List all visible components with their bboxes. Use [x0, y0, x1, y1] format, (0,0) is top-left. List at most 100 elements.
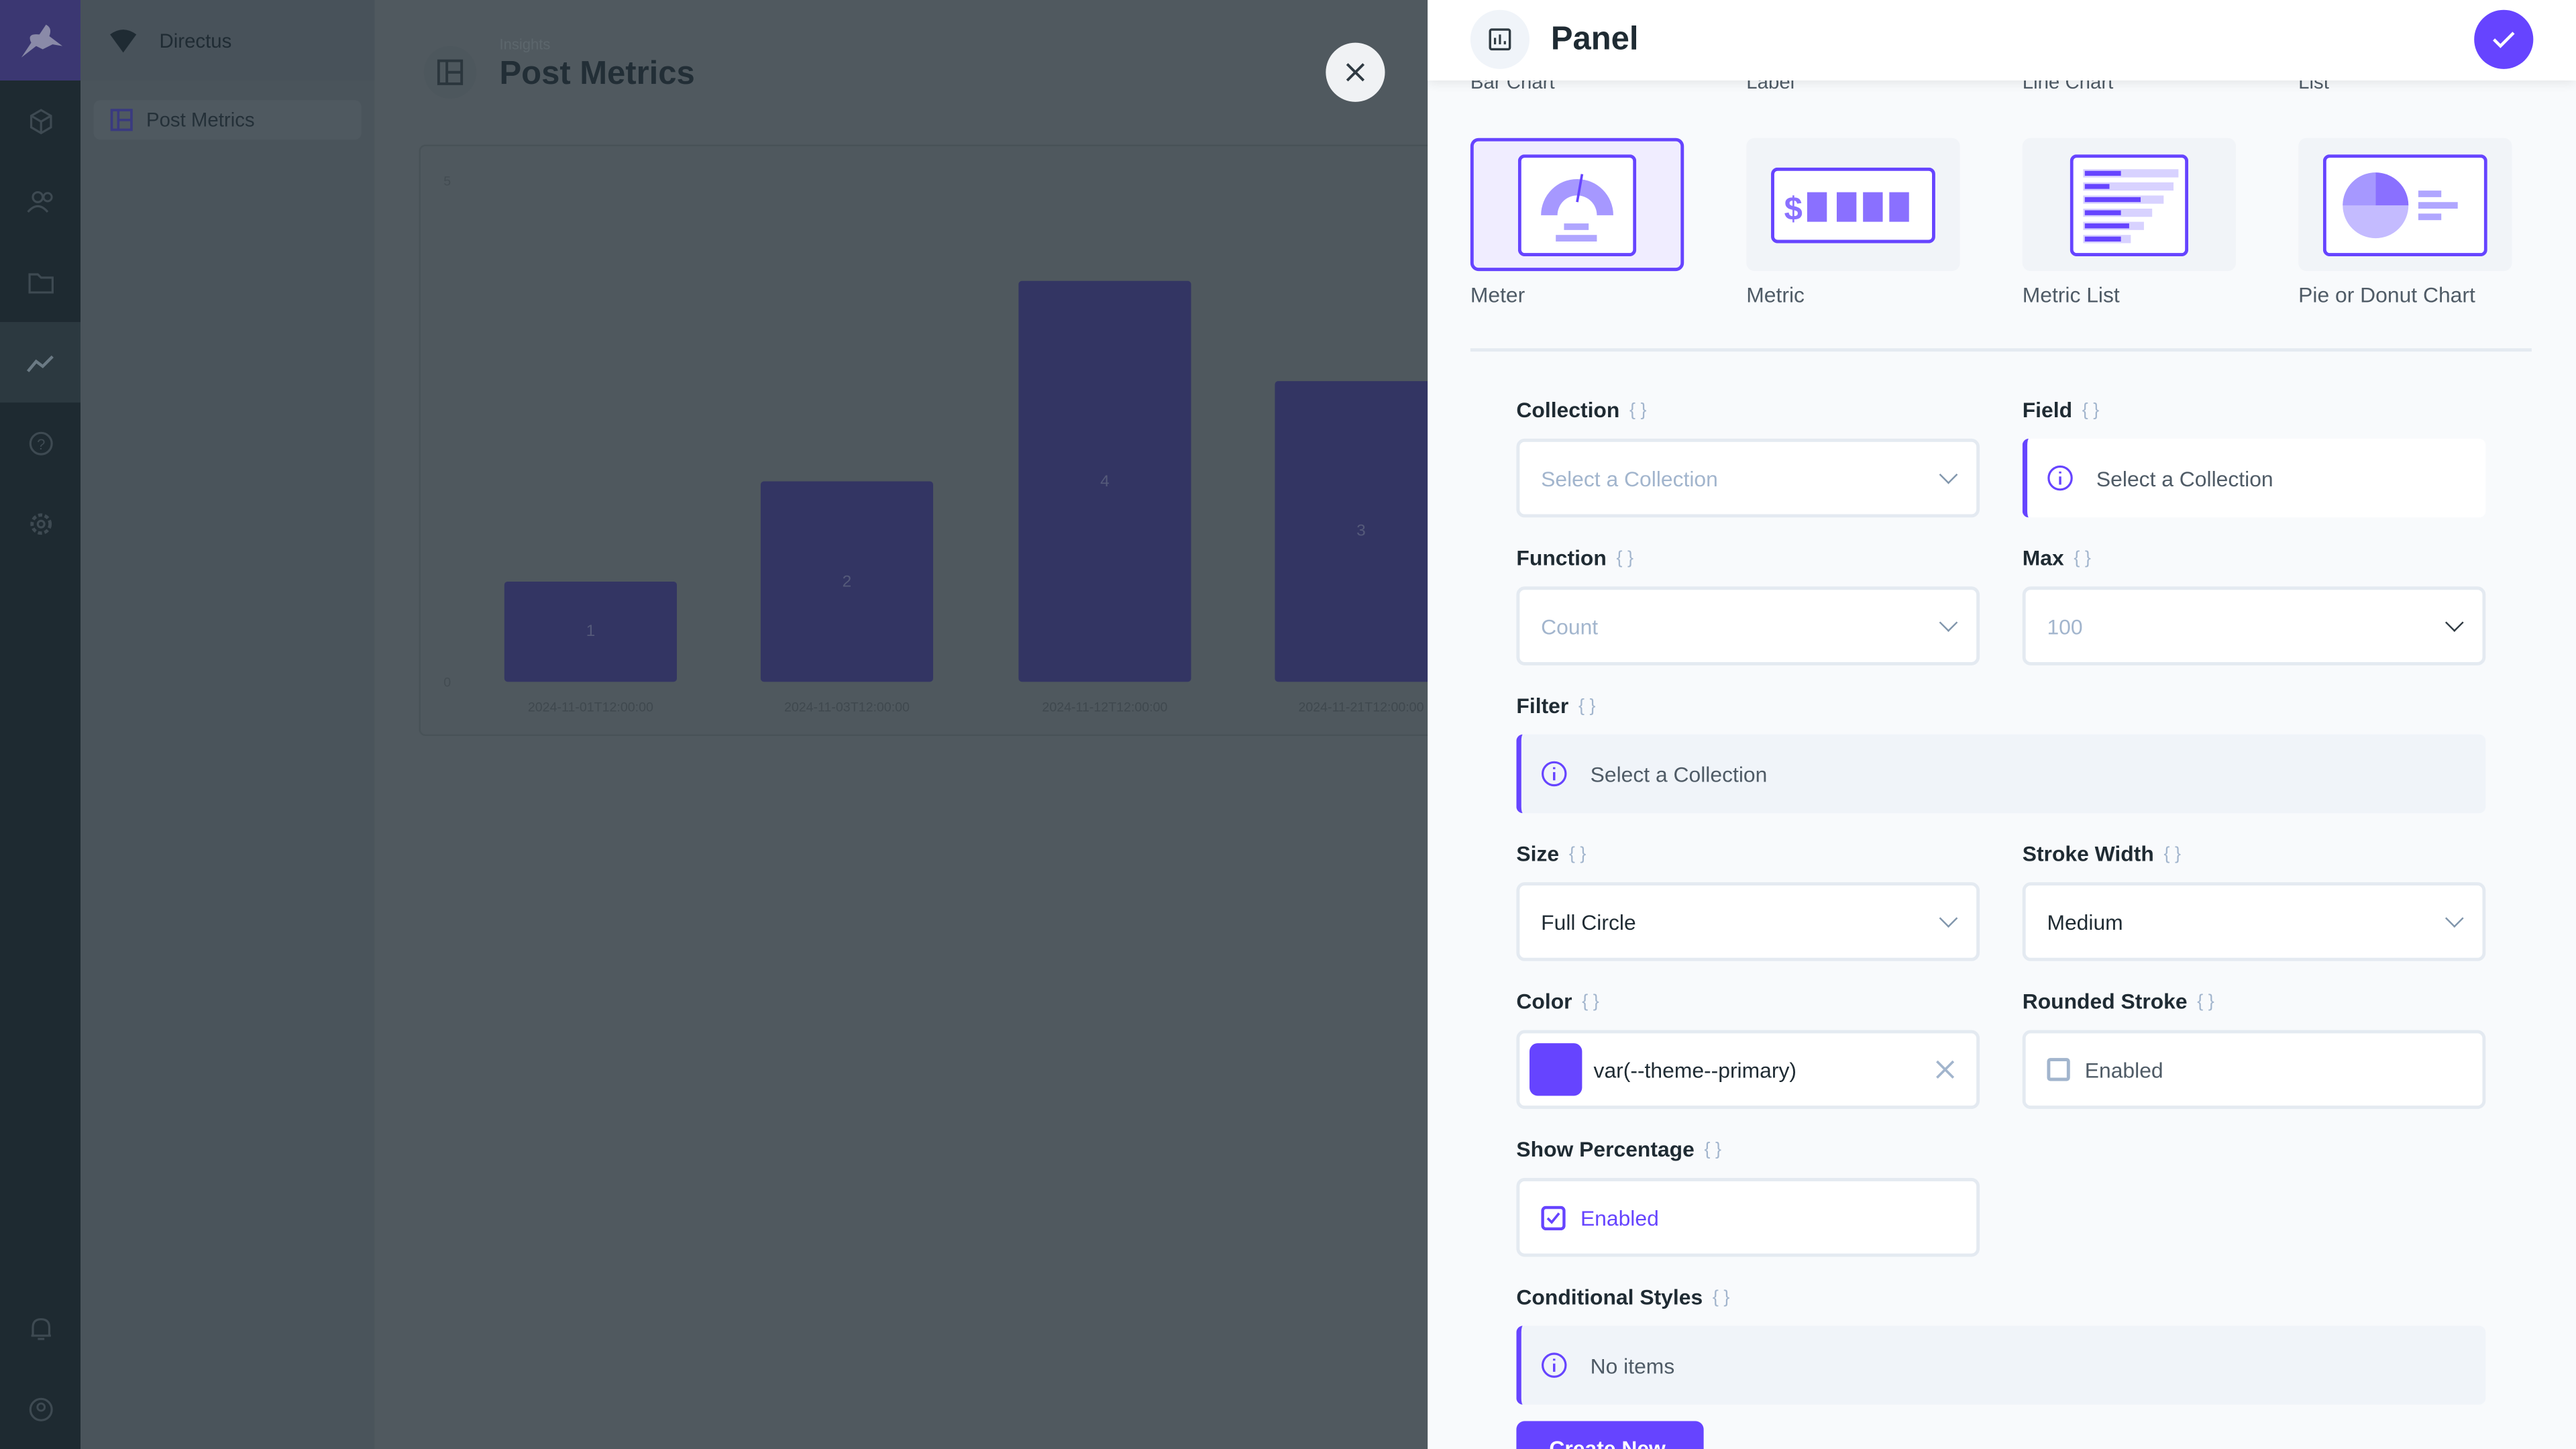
raw-value-icon[interactable]: { }: [2163, 843, 2181, 863]
info-icon: [1542, 761, 1567, 787]
user-icon[interactable]: [0, 1368, 80, 1449]
notice-text: No items: [1590, 1352, 1675, 1378]
label-text: Stroke Width: [2022, 841, 2154, 866]
breadcrumb[interactable]: Insights: [499, 36, 551, 53]
bar[interactable]: 4: [1018, 280, 1191, 682]
dashboard-icon: [423, 46, 477, 99]
field-label-conditional-styles: Conditional Styles { }: [1516, 1285, 1729, 1309]
field-label-function: Function { }: [1516, 545, 1633, 570]
collection-select[interactable]: Select a Collection: [1516, 438, 1980, 518]
field-label-color: Color { }: [1516, 989, 1599, 1014]
x-tick-label: 2024-11-21T12:00:00: [1298, 700, 1424, 715]
notice-text: Select a Collection: [2096, 466, 2273, 491]
label-text: Color: [1516, 989, 1572, 1014]
module-rail: ?: [0, 0, 81, 1449]
raw-value-icon[interactable]: { }: [1568, 843, 1587, 863]
field-label-filter: Filter { }: [1516, 693, 1595, 718]
checkbox-label: Enabled: [2084, 1057, 2163, 1082]
panel-type-label: Metric: [1746, 282, 1805, 307]
checkbox-checked-icon: [1541, 1205, 1566, 1230]
chevron-down-icon: [1939, 909, 1958, 928]
checkbox-unchecked-icon: [2047, 1058, 2070, 1081]
label-text: Collection: [1516, 397, 1620, 423]
bar[interactable]: 3: [1275, 381, 1428, 682]
function-select[interactable]: Count: [1516, 586, 1980, 665]
checkbox-label: Enabled: [1580, 1205, 1659, 1230]
color-input[interactable]: var(--theme--primary): [1516, 1030, 1980, 1110]
bell-icon[interactable]: [0, 1288, 80, 1368]
check-icon: [2493, 32, 2515, 48]
raw-value-icon[interactable]: { }: [1582, 991, 1599, 1012]
panel-type-metric[interactable]: $: [1746, 138, 1960, 272]
stroke-width-select[interactable]: Medium: [2022, 882, 2486, 961]
color-value: var(--theme--primary): [1593, 1057, 1796, 1082]
field-label-max: Max { }: [2023, 545, 2091, 570]
raw-value-icon[interactable]: { }: [1704, 1139, 1722, 1159]
input-placeholder: 100: [2047, 613, 2083, 639]
panel-type-metric-list[interactable]: [2022, 138, 2237, 272]
size-select[interactable]: Full Circle: [1516, 882, 1980, 961]
chevron-down-icon: [2445, 909, 2464, 928]
bar-data-label: 3: [1356, 522, 1366, 541]
field-label-collection: Collection { }: [1516, 398, 1646, 423]
main-content: Insights Post Metrics 5 0 1 2024-11-01T12…: [374, 0, 1428, 1449]
close-drawer-button[interactable]: [1326, 42, 1385, 102]
raw-value-icon[interactable]: { }: [2074, 547, 2091, 568]
x-tick-label: 2024-11-03T12:00:00: [784, 700, 910, 715]
project-header[interactable]: Directus: [80, 0, 375, 81]
insights-icon[interactable]: [0, 322, 81, 403]
metric-list-illustration-icon: [2070, 153, 2189, 256]
sidebar-item-label: Post Metrics: [146, 108, 255, 131]
y-tick-label: 0: [443, 675, 451, 690]
show-percentage-checkbox[interactable]: Enabled: [1516, 1177, 1980, 1257]
rounded-stroke-checkbox[interactable]: Enabled: [2022, 1030, 2486, 1110]
notice-text: Select a Collection: [1590, 761, 1768, 786]
x-tick-label: 2024-11-12T12:00:00: [1042, 700, 1168, 715]
folder-icon[interactable]: [0, 241, 80, 322]
meter-illustration-icon: [1517, 153, 1637, 256]
save-button[interactable]: [2474, 9, 2534, 69]
panel-icon: [1470, 9, 1530, 69]
settings-icon[interactable]: [0, 483, 80, 564]
dashboard-icon: [110, 109, 133, 131]
users-icon[interactable]: [0, 161, 80, 241]
panel-type-meter[interactable]: [1470, 138, 1684, 272]
select-value: Full Circle: [1541, 909, 1636, 934]
raw-value-icon[interactable]: { }: [2197, 991, 2214, 1012]
label-text: Max: [2022, 545, 2064, 570]
help-icon[interactable]: ?: [0, 402, 80, 483]
panel-drawer: Panel Bar Chart Label Line Chart List $ …: [1428, 0, 2576, 1449]
raw-value-icon[interactable]: { }: [1616, 547, 1634, 568]
bar-data-label: 4: [1100, 472, 1110, 491]
label-text: Conditional Styles: [1516, 1285, 1703, 1309]
bar[interactable]: 1: [504, 581, 677, 682]
label-text: Show Percentage: [1516, 1136, 1695, 1162]
select-value: Medium: [2047, 909, 2123, 934]
directus-logo[interactable]: [0, 0, 81, 81]
color-swatch[interactable]: [1529, 1043, 1582, 1096]
create-new-button[interactable]: Create New: [1516, 1421, 1704, 1449]
select-value: Count: [1541, 613, 1599, 639]
sidebar-item-post-metrics[interactable]: Post Metrics: [93, 100, 362, 140]
divider: [1470, 348, 2532, 352]
bar[interactable]: 2: [760, 481, 934, 682]
bar-data-label: 1: [586, 623, 596, 641]
max-input[interactable]: 100: [2022, 586, 2486, 665]
box-icon[interactable]: [0, 80, 80, 161]
field-label-field: Field { }: [2023, 398, 2099, 423]
drawer-title: Panel: [1550, 21, 1639, 58]
label-text: Size: [1516, 841, 1560, 866]
clear-icon[interactable]: [1935, 1060, 1955, 1079]
raw-value-icon[interactable]: { }: [2082, 400, 2100, 420]
raw-value-icon[interactable]: { }: [1578, 696, 1596, 716]
x-tick-label: 2024-11-01T12:00:00: [527, 700, 653, 715]
stepper-icon[interactable]: [2445, 613, 2464, 633]
bar-chart-panel: 5 0 1 2024-11-01T12:00:00 2 2024-11-03T12:0…: [419, 144, 1428, 737]
page-title: Post Metrics: [499, 56, 695, 93]
raw-value-icon[interactable]: { }: [1629, 400, 1647, 420]
label-text: Function: [1516, 545, 1607, 570]
raw-value-icon[interactable]: { }: [1712, 1287, 1730, 1307]
conditional-styles-notice: No items: [1516, 1326, 2486, 1405]
panel-type-pie-chart[interactable]: [2298, 138, 2512, 272]
project-name: Directus: [159, 28, 232, 52]
